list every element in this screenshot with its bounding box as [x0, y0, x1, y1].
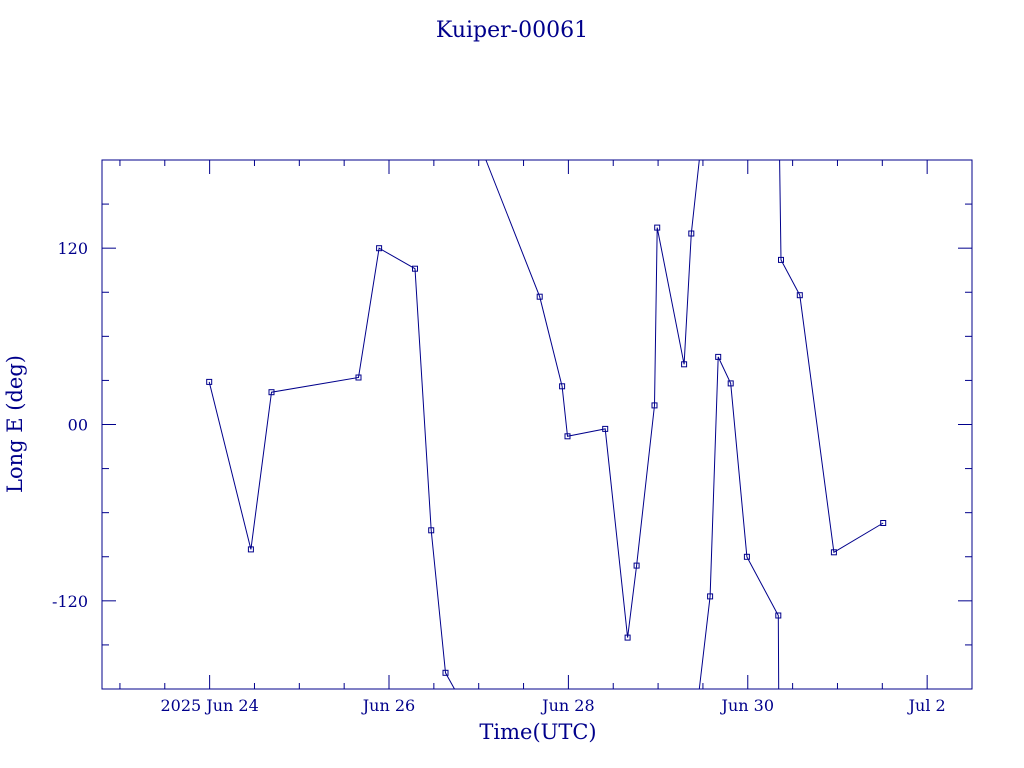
data-point — [247, 546, 254, 553]
data-point — [651, 402, 658, 409]
y-tick-label: 00 — [68, 416, 88, 435]
data-point — [688, 230, 695, 237]
data-point — [564, 433, 571, 440]
chart-title: Kuiper-00061 — [436, 18, 588, 43]
data-point — [376, 245, 383, 252]
tick-labels: 2025 Jun 24 Jun 26 Jun 28 Jun 30 Jul 2 120 00 -… — [52, 239, 946, 715]
data-point — [624, 634, 631, 641]
data-point — [707, 593, 714, 600]
data-point — [536, 293, 543, 300]
x-tick-label: Jul 2 — [907, 696, 946, 715]
x-tick-label: Jun 28 — [540, 696, 594, 715]
data-point — [633, 562, 640, 569]
series-line-1 — [208, 247, 455, 690]
data-point — [727, 380, 734, 387]
data-point — [880, 520, 887, 526]
series-line-3 — [698, 356, 780, 690]
plot-frame — [101, 159, 973, 690]
data-point — [796, 292, 803, 299]
data-point — [442, 669, 449, 676]
y-tick-label: 120 — [57, 239, 88, 258]
series-line-4 — [779, 159, 884, 554]
data-point — [775, 612, 782, 619]
data-point — [602, 425, 609, 432]
y-axis-label: Long E (deg) — [3, 355, 27, 493]
data-point — [559, 383, 566, 390]
data-point — [654, 224, 661, 231]
x-tick-label: Jun 30 — [720, 696, 774, 715]
data-point — [778, 256, 784, 263]
series-line-2 — [485, 159, 700, 638]
data-point — [681, 361, 688, 368]
data-point — [355, 374, 362, 381]
y-tick-label: -120 — [52, 592, 88, 611]
data-point — [268, 389, 275, 396]
x-axis-label: Time(UTC) — [479, 720, 596, 744]
data-point — [428, 527, 435, 534]
axis-ticks — [102, 160, 972, 689]
data-point — [715, 353, 722, 360]
data-point — [412, 265, 418, 272]
data-point — [743, 553, 750, 560]
data-point — [206, 378, 213, 385]
x-tick-label: Jun 26 — [361, 696, 415, 715]
x-tick-label: 2025 Jun 24 — [160, 696, 258, 715]
data-point — [830, 549, 837, 556]
data-series — [206, 159, 887, 690]
